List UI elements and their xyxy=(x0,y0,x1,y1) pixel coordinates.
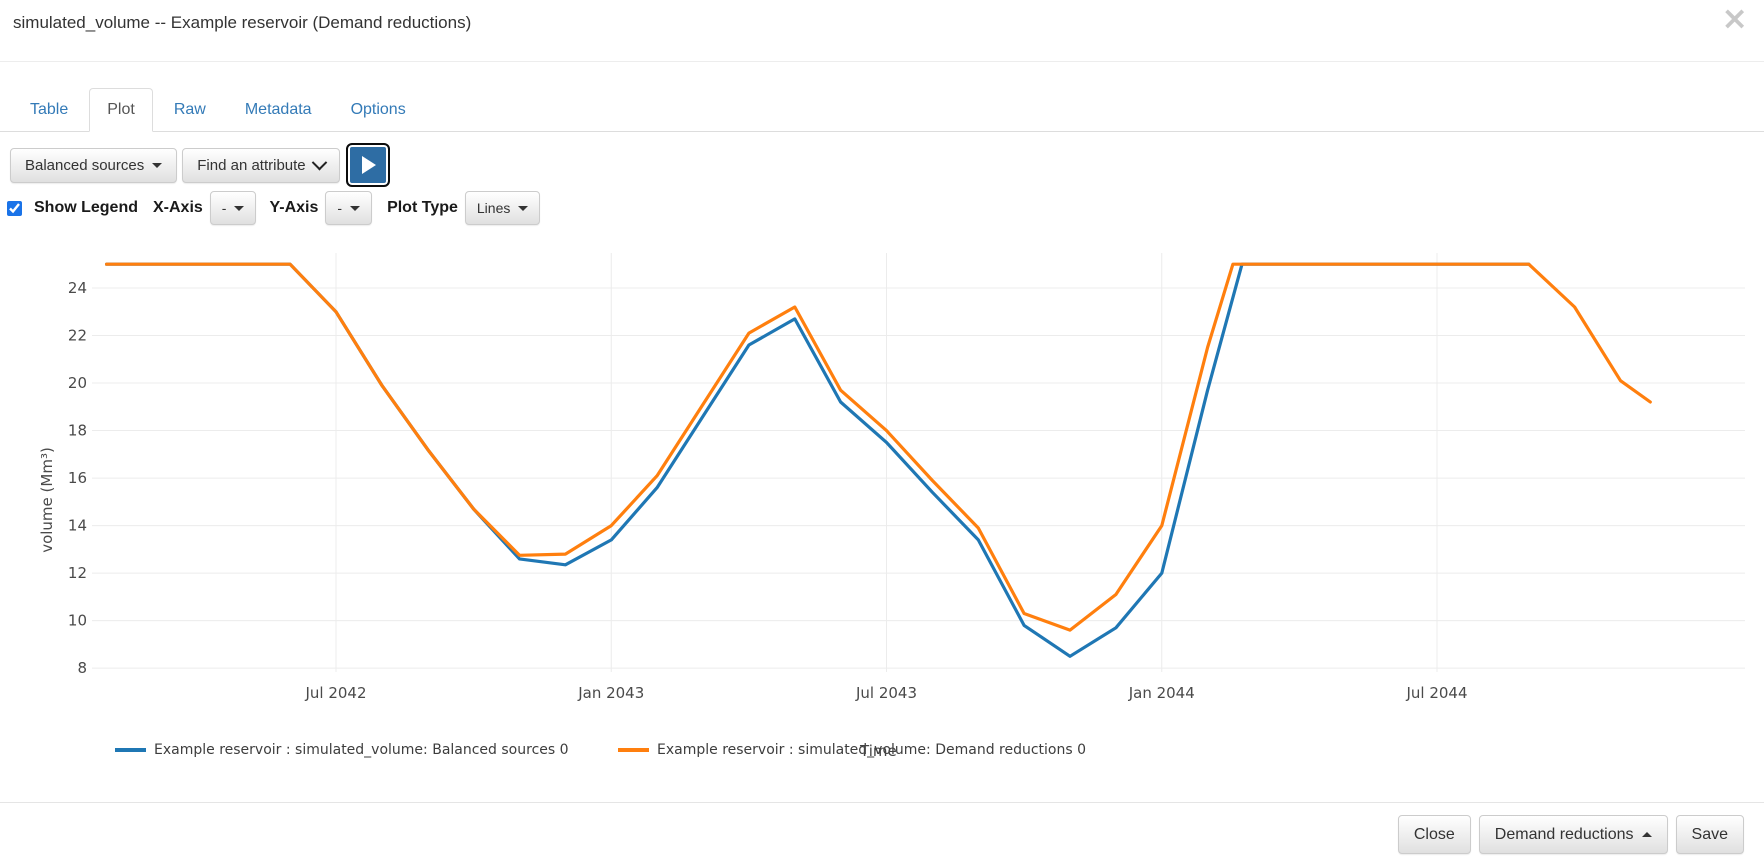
close-icon[interactable]: × xyxy=(1721,0,1748,37)
play-button[interactable] xyxy=(345,143,390,187)
caret-down-icon xyxy=(518,205,529,211)
svg-text:Jul 2042: Jul 2042 xyxy=(304,684,366,702)
svg-text:12: 12 xyxy=(68,564,87,582)
show-legend-checkbox[interactable] xyxy=(7,200,22,216)
legend-line-swatch-orange xyxy=(618,748,649,752)
show-legend-label: Show Legend xyxy=(34,199,138,216)
modal-title: simulated_volume -- Example reservoir (D… xyxy=(13,13,472,32)
attribute-dropdown[interactable]: Find an attribute xyxy=(182,147,340,183)
modal-header: simulated_volume -- Example reservoir (D… xyxy=(0,0,1764,62)
x-axis-dropdown[interactable]: - xyxy=(209,191,257,225)
scenario-dropdown[interactable]: Balanced sources xyxy=(10,147,178,183)
play-icon xyxy=(362,156,377,174)
plot-type-dropdown[interactable]: Lines xyxy=(464,191,541,225)
scenario-dropdown-value: Balanced sources xyxy=(25,156,145,174)
svg-text:16: 16 xyxy=(68,469,87,487)
svg-text:20: 20 xyxy=(68,374,87,392)
caret-up-icon xyxy=(1641,832,1652,837)
tab-table[interactable]: Table xyxy=(30,101,69,118)
y-axis-dropdown[interactable]: - xyxy=(325,191,373,225)
y-axis-value: - xyxy=(337,200,343,216)
tab-metadata[interactable]: Metadata xyxy=(244,101,312,118)
scenario-select-value: Demand reductions xyxy=(1494,825,1634,843)
x-axis-title: Time xyxy=(860,742,897,760)
close-button[interactable]: Close xyxy=(1397,815,1471,854)
caret-down-icon xyxy=(350,205,361,211)
plot-type-label: Plot Type xyxy=(387,199,458,216)
svg-text:22: 22 xyxy=(68,327,87,345)
tab-options[interactable]: Options xyxy=(350,101,406,118)
svg-text:volume (Mm³): volume (Mm³) xyxy=(38,447,56,553)
caret-down-icon xyxy=(152,162,163,168)
attribute-dropdown-value: Find an attribute xyxy=(197,156,306,174)
legend-item-demand-reductions[interactable]: Example reservoir : simulated_volume: De… xyxy=(618,742,1086,758)
legend-line-swatch-blue xyxy=(115,748,146,752)
x-axis-label: X-Axis xyxy=(153,199,203,216)
svg-text:Jan 2043: Jan 2043 xyxy=(577,684,644,702)
scenario-select-button[interactable]: Demand reductions xyxy=(1478,815,1668,854)
tab-bar: Table Plot Raw Metadata Options xyxy=(0,85,1764,132)
svg-text:24: 24 xyxy=(68,279,87,297)
save-button[interactable]: Save xyxy=(1675,815,1744,854)
legend-label: Example reservoir : simulated_volume: De… xyxy=(657,742,1087,758)
toolbar: Balanced sources Find an attribute xyxy=(10,143,390,187)
svg-text:8: 8 xyxy=(77,659,87,677)
caret-down-icon xyxy=(234,205,245,211)
x-axis-value: - xyxy=(221,200,227,216)
y-axis-label: Y-Axis xyxy=(269,199,319,216)
legend-label: Example reservoir : simulated_volume: Ba… xyxy=(154,742,569,758)
plot-type-value: Lines xyxy=(476,200,511,216)
svg-text:14: 14 xyxy=(68,517,87,535)
svg-text:Jan 2044: Jan 2044 xyxy=(1128,684,1195,702)
svg-text:18: 18 xyxy=(68,422,87,440)
svg-text:Jul 2044: Jul 2044 xyxy=(1405,684,1467,702)
tab-raw[interactable]: Raw xyxy=(173,101,206,118)
chevron-down-icon xyxy=(311,154,327,170)
volume-chart[interactable]: 8 10 12 14 16 18 20 22 24 Jul 2042 Jan 2043 Jul 204… xyxy=(0,230,1764,770)
svg-text:Jul 2043: Jul 2043 xyxy=(855,684,917,702)
tab-plot[interactable]: Plot xyxy=(89,88,153,132)
legend-item-balanced-sources[interactable]: Example reservoir : simulated_volume: Ba… xyxy=(115,742,569,758)
plot-controls: Show Legend X-Axis - Y-Axis - Plot Type … xyxy=(7,189,541,227)
modal-footer: Close Demand reductions Save xyxy=(0,802,1764,866)
svg-text:10: 10 xyxy=(68,612,87,630)
